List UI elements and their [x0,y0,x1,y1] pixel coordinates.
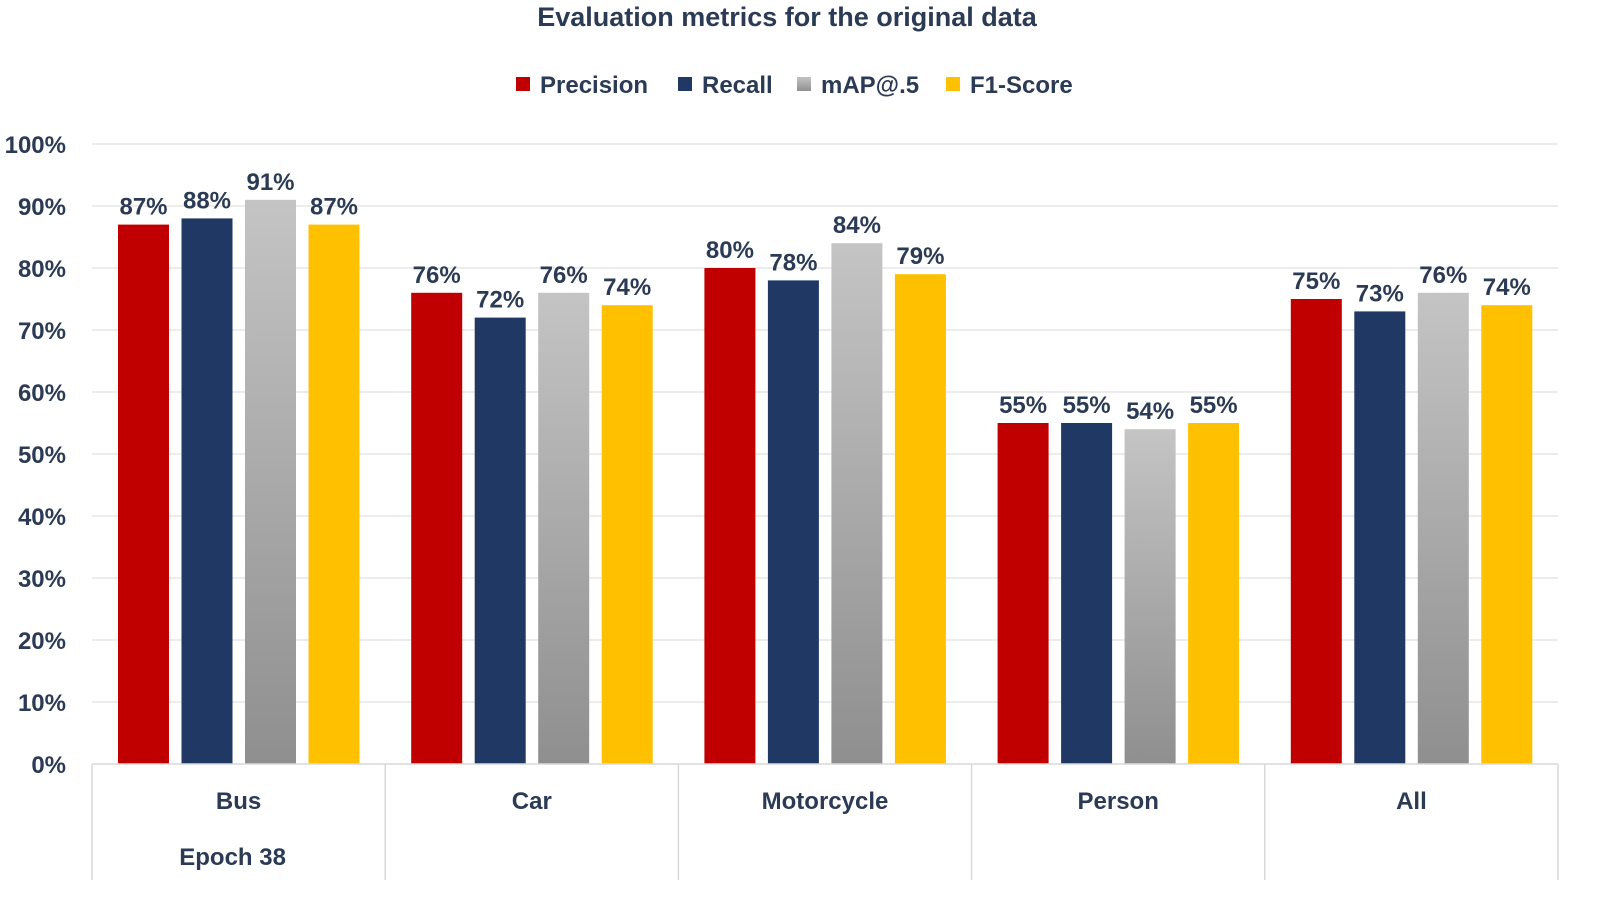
data-label: 75% [1292,268,1340,295]
bar-all-f1score [1481,305,1533,764]
data-label: 87% [310,194,358,221]
bar-motorcycle-precision [704,268,756,764]
bar-person-precision [997,423,1049,764]
legend-swatch [946,77,960,91]
y-tick-label: 10% [18,690,66,717]
bar-car-precision [411,292,463,764]
x-axis: Bus Car Motorcycle Person All Epoch 38 [91,763,1559,880]
bar-motorcycle-recall [767,280,819,764]
bar-car-map5 [538,292,590,764]
y-tick-label: 20% [18,628,66,655]
data-label: 80% [706,237,754,264]
data-label: 74% [1483,274,1531,301]
legend-item: Precision [516,72,648,99]
data-label: 76% [413,262,461,289]
legend-label: F1-Score [970,72,1073,99]
bar-all-recall [1354,311,1406,764]
bar-motorcycle-f1score [894,274,946,764]
bar-person-f1score [1188,423,1240,764]
bar-car-f1score [601,305,653,764]
data-label: 73% [1356,280,1404,307]
legend-item: F1-Score [946,72,1073,99]
data-label: 54% [1126,398,1174,425]
y-tick-label: 90% [18,194,66,221]
bar-person-recall [1061,423,1113,764]
group-label: Epoch 38 [179,844,286,871]
data-label: 78% [769,249,817,276]
bar-bus-precision [118,224,169,765]
legend-item: Recall [678,72,773,99]
legend-label: Recall [702,72,773,99]
data-label: 76% [540,262,588,289]
y-axis: 0% 10% 20% 30% 40% 50% 60% 70% 80% 90% 100% [5,132,66,779]
y-tick-label: 50% [18,442,66,469]
y-tick-label: 70% [18,318,66,345]
x-tick-label: All [1396,788,1427,815]
data-label: 72% [476,287,524,314]
y-tick-label: 100% [5,132,66,159]
data-label: 55% [1063,392,1111,419]
bar-bus-f1score [308,224,360,765]
bar-car-recall [474,317,526,764]
data-label: 55% [999,392,1047,419]
data-label: 79% [896,243,944,270]
bar-bus-map5 [245,199,296,765]
bar-all-map5 [1417,292,1469,764]
legend: Precision Recall mAP@.5 F1-Score [516,72,1073,99]
data-label: 91% [246,169,294,196]
data-label: 88% [183,187,231,214]
bar-all-precision [1290,299,1342,764]
legend-label: mAP@.5 [821,72,919,99]
legend-swatch [797,77,811,91]
data-label: 84% [833,212,881,239]
bars: 87% 88% 91% 87% 76% 72% 76% 74% 80% 78% 84% 79% 55% 5… [118,169,1533,765]
bar-bus-recall [181,218,233,764]
x-tick-label: Car [512,788,552,815]
data-label: 74% [603,274,651,301]
legend-swatch [678,77,692,91]
x-tick-label: Person [1078,788,1159,815]
chart-title: Evaluation metrics for the original data [537,2,1038,32]
y-tick-label: 60% [18,380,66,407]
bar-person-map5 [1124,429,1176,764]
y-tick-label: 80% [18,256,66,283]
legend-label: Precision [540,72,648,99]
data-label: 55% [1190,392,1238,419]
x-tick-label: Motorcycle [762,788,889,815]
y-tick-label: 0% [31,752,66,779]
legend-swatch [516,77,530,91]
bar-motorcycle-map5 [831,243,883,764]
legend-item: mAP@.5 [797,72,919,99]
y-tick-label: 40% [18,504,66,531]
data-label: 87% [119,194,167,221]
y-tick-label: 30% [18,566,66,593]
data-label: 76% [1419,262,1467,289]
x-tick-label: Bus [216,788,261,815]
